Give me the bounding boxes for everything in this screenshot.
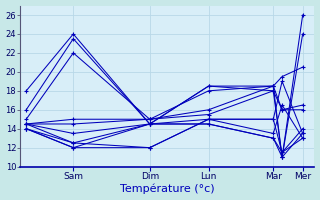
X-axis label: Température (°c): Température (°c) bbox=[120, 184, 215, 194]
